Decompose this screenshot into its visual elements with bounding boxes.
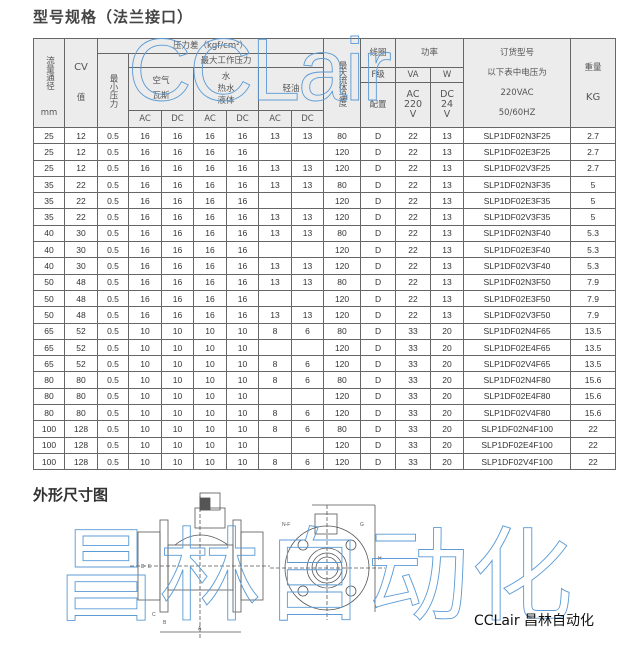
spec-table: 流量通径 mm CV 值 压力差（kgf/cm²） 最大流体温度 线圈 功率 订货型…: [33, 38, 617, 471]
table-cell: 22: [570, 452, 617, 471]
table-row: 25 12 0.5 16 16 16 16 13 13 80 D 22 13 SLP1DF02N3F25 2…: [33, 126, 617, 145]
header-water-ac: AC: [193, 110, 227, 128]
header-model: 订货型号 以下表中电压为 220VAC 50/60HZ: [463, 38, 572, 128]
table-row: 100 128 0.5 10 10 10 10 120 D 33 20 SLP1DF02E4F100 2…: [33, 436, 617, 454]
table-row: 35 22 0.5 16 16 16 16 13 13 120 D 22 13 SLP1DF02V3F35…: [33, 208, 617, 226]
dim-label-b: B: [163, 620, 167, 626]
table-cell: 20: [430, 338, 465, 357]
table-cell: 6: [290, 452, 325, 471]
header-oil: 轻油: [257, 67, 325, 111]
table-row: 25 12 0.5 16 16 16 16 13 13 120 D 22 13 SLP1DF02V3F25…: [33, 159, 617, 177]
dimension-title: 外形尺寸图: [33, 486, 109, 504]
table-row: 100 128 0.5 10 10 10 10 8 6 120 D 33 20 SLP1DF02V4F10…: [33, 452, 617, 471]
dim-label-g: G: [360, 522, 364, 528]
valve-front-view: [270, 504, 385, 620]
page-title: 型号规格（法兰接口）: [33, 8, 194, 26]
table-row: 65 52 0.5 10 10 10 10 8 6 120 D 33 20 SLP1DF02V4F65 13…: [33, 355, 617, 373]
table-row: 80 80 0.5 10 10 10 10 120 D 33 20 SLP1DF02E4F80 15.6: [33, 387, 617, 406]
dim-label-h: H: [378, 556, 382, 562]
table-row: 40 30 0.5 16 16 16 16 13 13 120 D 22 13 SLP1DF02V3F40…: [33, 257, 617, 275]
table-cell: 10: [193, 452, 227, 471]
table-cell: 128: [64, 452, 98, 471]
table-cell: 20: [430, 452, 465, 471]
header-power: 功率: [395, 38, 465, 68]
table-row: 40 30 0.5 16 16 16 16 120 D 22 13 SLP1DF02E3F40 5.3: [33, 241, 617, 259]
dim-label-nf: N-F: [282, 522, 290, 528]
table-cell: 100: [33, 452, 65, 471]
brand-caption: CCLair 昌林自动化: [474, 613, 595, 629]
table-cell: 13: [290, 159, 325, 177]
header-coil-class: F级: [360, 67, 397, 83]
header-w: W: [430, 67, 465, 83]
table-row: 50 48 0.5 16 16 16 16 13 13 120 D 22 13 SLP1DF02V3F50…: [33, 306, 617, 324]
header-air: 空气 瓦斯: [128, 67, 194, 111]
table-cell: 6: [290, 371, 325, 389]
table-row: 80 80 0.5 10 10 10 10 8 6 80 D 33 20 SLP1DF02N4F80 15.…: [33, 371, 617, 389]
table-row: 40 30 0.5 16 16 16 16 13 13 80 D 22 13 SLP1DF02N3F40 5…: [33, 224, 617, 243]
header-weight: 重量 KG: [570, 38, 617, 128]
header-water: 水 热水 液体: [193, 67, 259, 111]
dim-label-d: D: [141, 564, 145, 570]
table-row: 65 52 0.5 10 10 10 10 8 6 80 D 33 20 SLP1DF02N4F65 13.…: [33, 322, 617, 340]
header-oil-dc: DC: [290, 110, 325, 128]
table-row: 35 22 0.5 16 16 16 16 13 13 80 D 22 13 SLP1DF02N3F35 5: [33, 175, 617, 194]
table-cell: 13: [290, 273, 325, 291]
dim-label-e: E: [148, 564, 152, 570]
header-coil: 线圈: [360, 38, 397, 68]
valve-side-view: [130, 492, 270, 640]
table-row: 25 12 0.5 16 16 16 16 120 D 22 13 SLP1DF02E3F25 2.7: [33, 143, 617, 161]
table-row: 80 80 0.5 10 10 10 10 8 6 120 D 33 20 SLP1DF02V4F80 15…: [33, 404, 617, 422]
header-ac220: AC 220 V: [395, 82, 432, 128]
dim-label-c: C: [152, 612, 156, 618]
dim-label-a: A: [198, 626, 202, 632]
header-coil-config: 配置: [360, 82, 397, 128]
header-min-pressure: 最小压力: [97, 53, 129, 128]
table-cell: 8: [258, 452, 292, 471]
